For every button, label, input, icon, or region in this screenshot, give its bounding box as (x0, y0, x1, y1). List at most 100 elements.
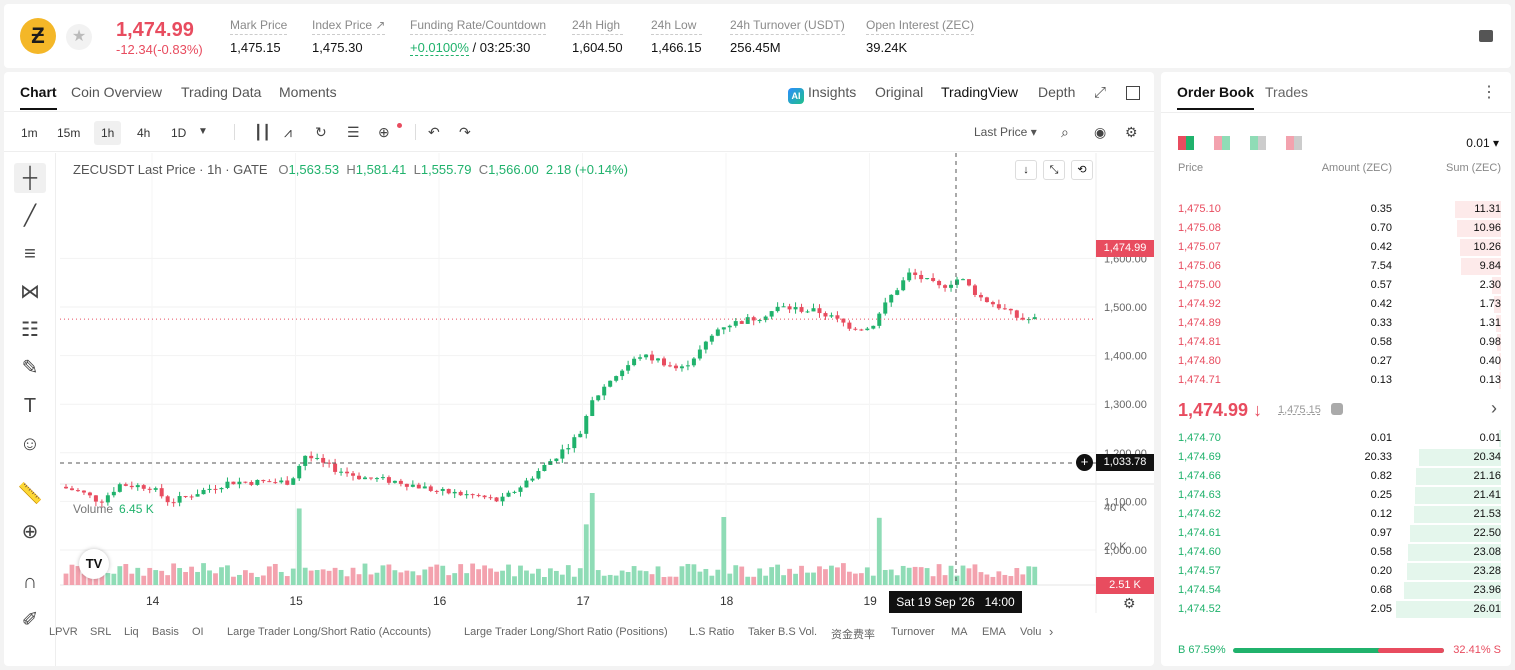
trend-line-icon[interactable]: ╱ (23, 205, 37, 227)
bid-row[interactable]: 1,474.70 0.01 0.01 (1161, 429, 1511, 448)
arrow-down-icon[interactable]: ↓ (1015, 160, 1037, 180)
emoji-icon[interactable]: ☺ (19, 433, 41, 455)
indicator-funding-rate[interactable]: 资金费率 (831, 629, 875, 641)
redo-icon[interactable]: ↷ (459, 124, 471, 140)
layout-asks-icon[interactable] (1286, 136, 1302, 150)
indicator-ls-ratio[interactable]: L.S Ratio (689, 626, 735, 638)
expand-icon[interactable]: ⤢ (1094, 84, 1107, 101)
chevron-right-icon[interactable]: › (1049, 624, 1054, 639)
search-icon[interactable]: ⌕ (1061, 124, 1069, 140)
indicator-ma[interactable]: MA (951, 626, 968, 638)
ask-row[interactable]: 1,475.06 7.54 9.84 (1161, 257, 1511, 276)
indicator-ema[interactable]: EMA (982, 626, 1006, 638)
view-insights[interactable]: AI Insights (788, 84, 856, 104)
indicator-ls-accounts[interactable]: Large Trader Long/Short Ratio (Accounts) (227, 626, 432, 638)
zoom-in-icon[interactable]: ⊕ (21, 521, 39, 543)
tf-1h[interactable]: 1h (94, 121, 122, 145)
timeframe-dropdown-icon[interactable]: ▼ (198, 126, 208, 137)
pattern-icon[interactable]: ⋈ (20, 281, 40, 303)
tf-4h[interactable]: 4h (137, 126, 151, 140)
ask-row[interactable]: 1,475.00 0.57 2.30 (1161, 276, 1511, 295)
indicators-icon[interactable]: ⩘ (284, 124, 292, 140)
bid-row[interactable]: 1,474.60 0.58 23.08 (1161, 543, 1511, 562)
add-alert-icon[interactable]: ⊕ (378, 124, 390, 140)
indicator-liq[interactable]: Liq (124, 626, 139, 638)
candle-down (470, 494, 475, 496)
ask-row[interactable]: 1,474.81 0.58 0.98 (1161, 333, 1511, 352)
ask-row[interactable]: 1,474.89 0.33 1.31 (1161, 314, 1511, 333)
reset-icon[interactable]: ⟲ (1071, 160, 1093, 180)
bid-row[interactable]: 1,474.54 0.68 23.96 (1161, 581, 1511, 600)
indicator-taker-vol[interactable]: Taker B.S Vol. (748, 626, 818, 638)
tab-order-book[interactable]: Order Book (1177, 84, 1255, 110)
pencil-lock-icon[interactable]: ✐ (21, 609, 39, 631)
depth-bar (1499, 353, 1501, 370)
candle-down (123, 484, 128, 486)
tab-moments[interactable]: Moments (279, 84, 337, 100)
tf-15m[interactable]: 15m (57, 126, 81, 140)
indicator-srl[interactable]: SRL (90, 626, 112, 638)
order-price: 1,474.63 (1178, 489, 1221, 501)
layout-both-icon[interactable] (1178, 136, 1194, 150)
ask-row[interactable]: 1,475.07 0.42 10.26 (1161, 238, 1511, 257)
bid-row[interactable]: 1,474.69 20.33 20.34 (1161, 448, 1511, 467)
ask-row[interactable]: 1,474.80 0.27 0.40 (1161, 352, 1511, 371)
ask-row[interactable]: 1,474.71 0.13 0.13 (1161, 371, 1511, 390)
indicator-basis[interactable]: Basis (152, 626, 179, 638)
bid-row[interactable]: 1,474.57 0.20 23.28 (1161, 562, 1511, 581)
tab-chart[interactable]: Chart (20, 84, 57, 110)
indicator-turnover[interactable]: Turnover (891, 626, 935, 638)
view-original[interactable]: Original (875, 84, 924, 100)
replay-icon[interactable]: ↻ (315, 124, 327, 140)
collapse-icon[interactable]: ⤡ (1043, 160, 1065, 180)
stat-index-price[interactable]: Index Price ↗ 1,475.30 (312, 18, 386, 55)
tab-trading-data[interactable]: Trading Data (181, 84, 262, 100)
brush-icon[interactable]: ✎ (21, 357, 39, 379)
bid-row[interactable]: 1,474.61 0.97 22.50 (1161, 524, 1511, 543)
templates-icon[interactable]: ☰ (347, 124, 360, 140)
fullscreen-icon[interactable] (1126, 86, 1140, 100)
undo-icon[interactable]: ↶ (428, 124, 440, 140)
indicator-oi[interactable]: OI (192, 626, 204, 638)
ask-row[interactable]: 1,475.10 0.35 11.31 (1161, 200, 1511, 219)
tf-1d[interactable]: 1D (171, 126, 187, 140)
crosshair-icon[interactable]: ┼ (14, 163, 46, 193)
bid-row[interactable]: 1,474.62 0.12 21.53 (1161, 505, 1511, 524)
chevron-right-icon[interactable]: › (1491, 398, 1497, 418)
settings-gear-icon[interactable]: ⚙ (1125, 124, 1138, 140)
candlestick-chart-svg[interactable]: 1,000.001,100.001,200.001,300.001,400.00… (60, 153, 1154, 666)
tab-trades[interactable]: Trades (1265, 84, 1309, 100)
fib-icon[interactable]: ☷ (21, 319, 39, 341)
layout-split-icon[interactable] (1214, 136, 1230, 150)
volume-bar (996, 571, 1002, 585)
candles-icon[interactable]: ┃┃ (254, 124, 271, 140)
horizontal-lines-icon[interactable]: ≡ (24, 243, 36, 265)
indicator-volume[interactable]: Volu (1020, 626, 1042, 638)
ruler-icon[interactable]: 📏 (17, 483, 43, 505)
chart-settings-icon[interactable]: ⚙ (1123, 595, 1136, 611)
camera-icon[interactable]: ◉ (1094, 124, 1107, 140)
bid-row[interactable]: 1,474.63 0.25 21.41 (1161, 486, 1511, 505)
magnet-icon[interactable]: ∩ (22, 571, 38, 593)
favorite-star-icon[interactable]: ★ (66, 24, 92, 50)
indicator-lpvr[interactable]: LPVR (49, 626, 78, 638)
view-tradingview[interactable]: TradingView (941, 84, 1019, 100)
more-options-icon[interactable]: ⋮ (1481, 84, 1497, 101)
precision-select[interactable]: 0.01 ▾ (1466, 136, 1499, 150)
volume-bar (661, 576, 667, 585)
view-depth[interactable]: Depth (1038, 84, 1076, 100)
tab-coin-overview[interactable]: Coin Overview (71, 84, 163, 100)
tf-1m[interactable]: 1m (21, 126, 38, 140)
ask-row[interactable]: 1,474.92 0.42 1.73 (1161, 295, 1511, 314)
text-tool-icon[interactable]: T (23, 395, 37, 417)
ask-row[interactable]: 1,475.08 0.70 10.96 (1161, 219, 1511, 238)
book-icon[interactable] (1479, 30, 1493, 42)
price-source-select[interactable]: Last Price ▾ (974, 125, 1037, 139)
indicator-ls-positions[interactable]: Large Trader Long/Short Ratio (Positions… (464, 626, 668, 638)
layout-bids-icon[interactable] (1250, 136, 1266, 150)
price-chart[interactable]: 1,000.001,100.001,200.001,300.001,400.00… (60, 153, 1154, 666)
add-order-plus-icon[interactable]: + (1076, 454, 1093, 471)
depth-bar (1414, 506, 1501, 523)
bid-row[interactable]: 1,474.66 0.82 21.16 (1161, 467, 1511, 486)
bid-row[interactable]: 1,474.52 2.05 26.01 (1161, 600, 1511, 619)
